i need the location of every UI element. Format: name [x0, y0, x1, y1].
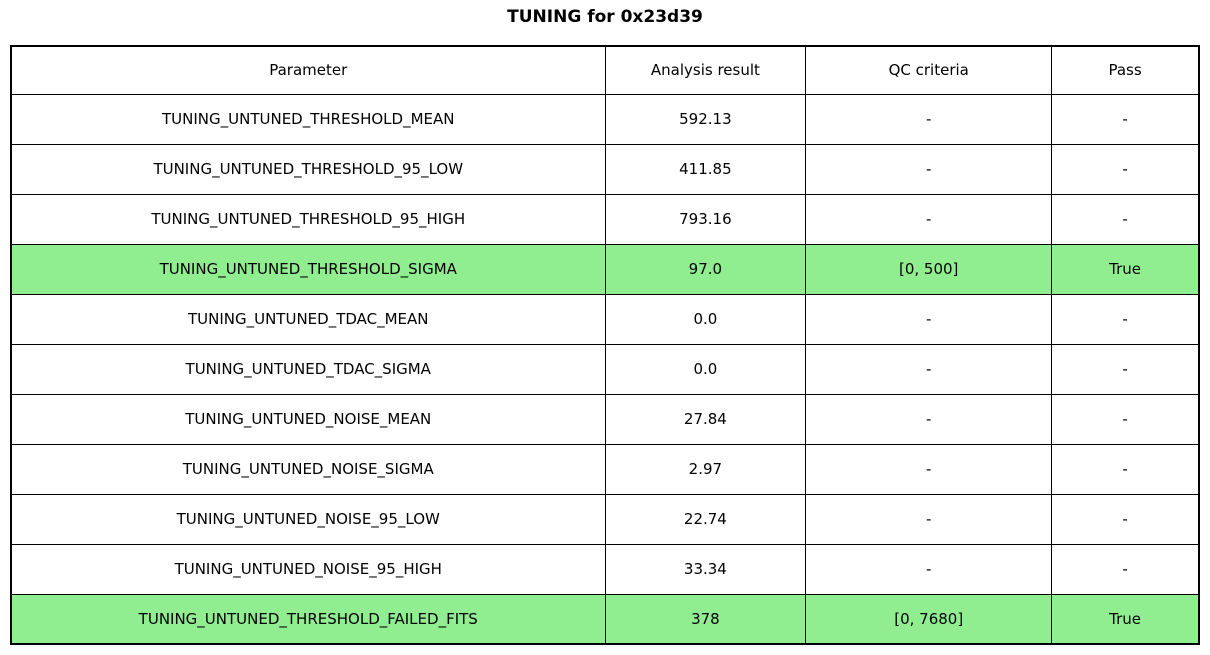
analysis-result-cell: 33.34	[604, 543, 807, 595]
column-header-qc-criteria: QC criteria	[805, 45, 1053, 95]
column-header-parameter: Parameter	[10, 45, 606, 95]
analysis-result-cell: 0.0	[604, 343, 807, 395]
pass-cell: -	[1051, 143, 1200, 195]
table-row: TUNING_UNTUNED_THRESHOLD_95_HIGH 793.16- -	[10, 193, 1200, 245]
table-row: TUNING_UNTUNED_NOISE_SIGMA 2.97- -	[10, 443, 1200, 495]
pass-cell: -	[1051, 343, 1200, 395]
pass-cell: True	[1051, 593, 1200, 645]
analysis-result-cell: 378	[604, 593, 807, 645]
qc-criteria-cell: -	[805, 443, 1053, 495]
analysis-result-cell: 411.85	[604, 143, 807, 195]
analysis-result-cell: 22.74	[604, 493, 807, 545]
parameter-cell: TUNING_UNTUNED_THRESHOLD_FAILED_FITS	[10, 593, 606, 645]
qc-criteria-cell: -	[805, 143, 1053, 195]
qc-criteria-cell: -	[805, 193, 1053, 245]
table-row: TUNING_UNTUNED_NOISE_95_LOW 22.74- -	[10, 493, 1200, 545]
pass-cell: -	[1051, 543, 1200, 595]
analysis-result-cell: 27.84	[604, 393, 807, 445]
parameter-cell: TUNING_UNTUNED_TDAC_MEAN	[10, 293, 606, 345]
pass-cell: -	[1051, 493, 1200, 545]
pass-cell: -	[1051, 443, 1200, 495]
pass-cell: -	[1051, 293, 1200, 345]
parameter-cell: TUNING_UNTUNED_THRESHOLD_SIGMA	[10, 243, 606, 295]
qc-criteria-cell: -	[805, 393, 1053, 445]
pass-cell: -	[1051, 93, 1200, 145]
qc-criteria-cell: -	[805, 493, 1053, 545]
table-row: TUNING_UNTUNED_NOISE_95_HIGH 33.34- -	[10, 543, 1200, 595]
table-row: TUNING_UNTUNED_THRESHOLD_FAILED_FITS 378[…	[10, 593, 1200, 645]
qc-criteria-cell: -	[805, 293, 1053, 345]
analysis-result-cell: 2.97	[604, 443, 807, 495]
parameter-cell: TUNING_UNTUNED_NOISE_MEAN	[10, 393, 606, 445]
table-header-row: Parameter Analysis result QC criteria Pa…	[10, 45, 1200, 95]
qc-criteria-cell: -	[805, 93, 1053, 145]
table-row: TUNING_UNTUNED_THRESHOLD_SIGMA 97.0 [0, 50…	[10, 243, 1200, 295]
analysis-result-cell: 0.0	[604, 293, 807, 345]
column-header-pass: Pass	[1051, 45, 1200, 95]
analysis-result-cell: 592.13	[604, 93, 807, 145]
table-row: TUNING_UNTUNED_THRESHOLD_95_LOW 411.85- -	[10, 143, 1200, 195]
table-row: TUNING_UNTUNED_THRESHOLD_MEAN 592.13- -	[10, 93, 1200, 145]
table-row: TUNING_UNTUNED_TDAC_SIGMA 0.0- -	[10, 343, 1200, 395]
parameter-cell: TUNING_UNTUNED_THRESHOLD_MEAN	[10, 93, 606, 145]
column-header-analysis-result: Analysis result	[604, 45, 807, 95]
analysis-result-cell: 793.16	[604, 193, 807, 245]
table-row: TUNING_UNTUNED_NOISE_MEAN 27.84- -	[10, 393, 1200, 445]
parameter-cell: TUNING_UNTUNED_THRESHOLD_95_LOW	[10, 143, 606, 195]
pass-cell: -	[1051, 393, 1200, 445]
parameter-cell: TUNING_UNTUNED_NOISE_SIGMA	[10, 443, 606, 495]
qc-criteria-cell: [0, 7680]	[805, 593, 1053, 645]
parameter-cell: TUNING_UNTUNED_NOISE_95_LOW	[10, 493, 606, 545]
pass-cell: -	[1051, 193, 1200, 245]
qc-criteria-cell: -	[805, 543, 1053, 595]
page-title: TUNING for 0x23d39	[507, 7, 703, 27]
table-row: TUNING_UNTUNED_TDAC_MEAN 0.0- -	[10, 293, 1200, 345]
qc-criteria-cell: [0, 500]	[805, 243, 1053, 295]
analysis-result-cell: 97.0	[604, 243, 807, 295]
pass-cell: True	[1051, 243, 1200, 295]
parameter-cell: TUNING_UNTUNED_NOISE_95_HIGH	[10, 543, 606, 595]
qc-results-table: Parameter Analysis result QC criteria Pa…	[10, 45, 1200, 645]
parameter-cell: TUNING_UNTUNED_THRESHOLD_95_HIGH	[10, 193, 606, 245]
qc-criteria-cell: -	[805, 343, 1053, 395]
parameter-cell: TUNING_UNTUNED_TDAC_SIGMA	[10, 343, 606, 395]
